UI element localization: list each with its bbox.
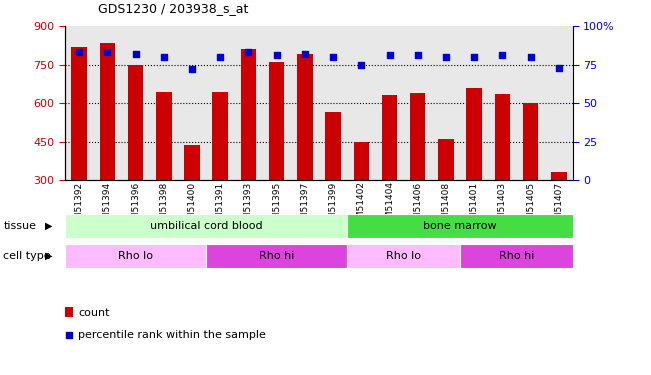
Bar (523, 103, 538, 257)
Point (413, 53, 423, 58)
Bar (269, 62, 284, 257)
Point (328, 54, 339, 60)
Bar (65, 244, 206, 268)
Point (187, 66, 197, 72)
Bar (72, 47, 87, 257)
Bar (65, 307, 74, 317)
Point (215, 54, 225, 60)
Bar (128, 64, 143, 257)
Bar (206, 244, 347, 268)
Point (525, 54, 536, 60)
Bar (460, 244, 573, 268)
Bar (551, 172, 566, 257)
Point (271, 53, 282, 58)
Bar (466, 88, 482, 257)
Point (299, 51, 310, 57)
Bar (347, 244, 460, 268)
Point (497, 53, 508, 58)
Bar (241, 50, 256, 257)
Bar (184, 146, 200, 257)
Text: Rho lo: Rho lo (386, 251, 421, 261)
Bar (347, 214, 573, 238)
Text: Rho lo: Rho lo (118, 251, 153, 261)
Point (243, 50, 254, 55)
Bar (212, 92, 228, 257)
Bar (495, 94, 510, 257)
Text: cell type: cell type (3, 251, 51, 261)
Bar (156, 92, 172, 257)
Text: percentile rank within the sample: percentile rank within the sample (78, 330, 266, 340)
Text: count: count (78, 308, 109, 318)
Text: Rho hi: Rho hi (499, 251, 534, 261)
Text: GDS1230 / 203938_s_at: GDS1230 / 203938_s_at (98, 2, 248, 15)
Text: Rho hi: Rho hi (259, 251, 294, 261)
Text: tissue: tissue (3, 221, 36, 231)
Point (159, 54, 169, 60)
Text: ▶: ▶ (45, 251, 53, 261)
Text: bone marrow: bone marrow (423, 221, 497, 231)
Point (102, 50, 113, 55)
Bar (326, 112, 341, 257)
Bar (65, 214, 347, 238)
Point (553, 65, 564, 71)
Point (469, 54, 479, 60)
Bar (410, 93, 426, 257)
Point (74, 50, 85, 55)
Point (441, 54, 451, 60)
Bar (297, 54, 312, 257)
Point (64, 332, 74, 338)
Text: ▶: ▶ (45, 221, 53, 231)
Bar (438, 139, 454, 257)
Bar (381, 96, 397, 257)
Bar (100, 43, 115, 257)
Point (384, 53, 395, 58)
Point (356, 62, 367, 68)
Text: umbilical cord blood: umbilical cord blood (150, 221, 262, 231)
Point (130, 51, 141, 57)
Bar (353, 142, 369, 257)
